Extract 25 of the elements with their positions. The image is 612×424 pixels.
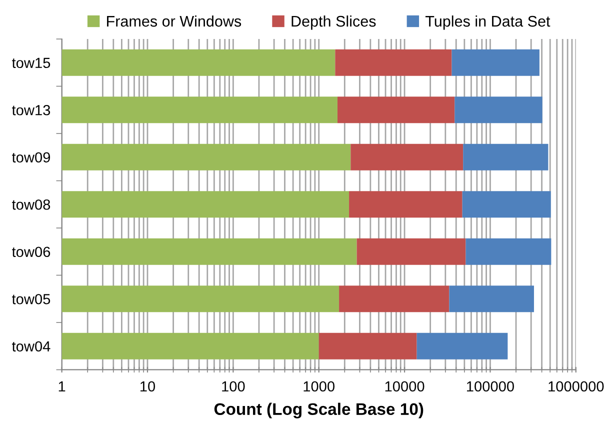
legend-label: Frames or Windows [107, 15, 242, 27]
x-tick-label: 100000 [466, 381, 514, 392]
x-tick-label: 1 [58, 381, 66, 392]
y-tick-label: tow15 [12, 58, 50, 68]
legend-label: Tuples in Data Set [425, 15, 550, 30]
y-tick-label: tow04 [12, 341, 50, 352]
bar [416, 332, 508, 360]
y-tick-label: tow13 [12, 104, 50, 116]
x-axis-title: Count (Log Scale Base 10) [214, 402, 424, 418]
bar [449, 286, 534, 312]
bar [462, 191, 551, 218]
x-tick-label: 10 [140, 381, 156, 392]
legend-label: Depth Slices [292, 15, 376, 30]
x-tick-label: 100 [222, 381, 245, 392]
x-tick-label: 1000000 [548, 381, 604, 392]
y-tick-label: tow09 [12, 152, 50, 163]
bar [454, 96, 542, 124]
y-tick-label: tow05 [12, 294, 50, 304]
y-tick-label: tow08 [12, 199, 50, 210]
x-tick-label: 10000 [385, 381, 424, 392]
bar [452, 49, 540, 76]
x-tick-label: 1000 [304, 381, 335, 392]
y-tick-label: tow06 [12, 246, 50, 258]
bar [463, 144, 548, 170]
bar [466, 238, 552, 265]
